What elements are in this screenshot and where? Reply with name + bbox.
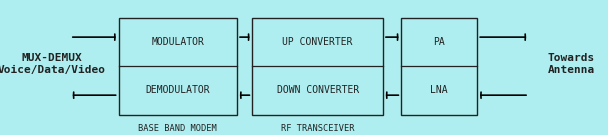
Text: DEMODULATOR: DEMODULATOR [145, 85, 210, 95]
Text: DOWN CONVERTER: DOWN CONVERTER [277, 85, 359, 95]
Bar [119, 18, 237, 115]
Text: RF TRANSCEIVER: RF TRANSCEIVER [281, 124, 354, 133]
Text: UP CONVERTER: UP CONVERTER [283, 37, 353, 47]
Text: MUX-DEMUX
Voice/Data/Video: MUX-DEMUX Voice/Data/Video [0, 53, 106, 75]
Text: PA: PA [434, 37, 445, 47]
Text: LNA: LNA [430, 85, 448, 95]
Text: MODULATOR: MODULATOR [151, 37, 204, 47]
Text: Towards
Antenna: Towards Antenna [548, 53, 595, 75]
Bar [252, 18, 383, 115]
Text: BASE BAND MODEM: BASE BAND MODEM [138, 124, 217, 133]
Bar [401, 18, 477, 115]
